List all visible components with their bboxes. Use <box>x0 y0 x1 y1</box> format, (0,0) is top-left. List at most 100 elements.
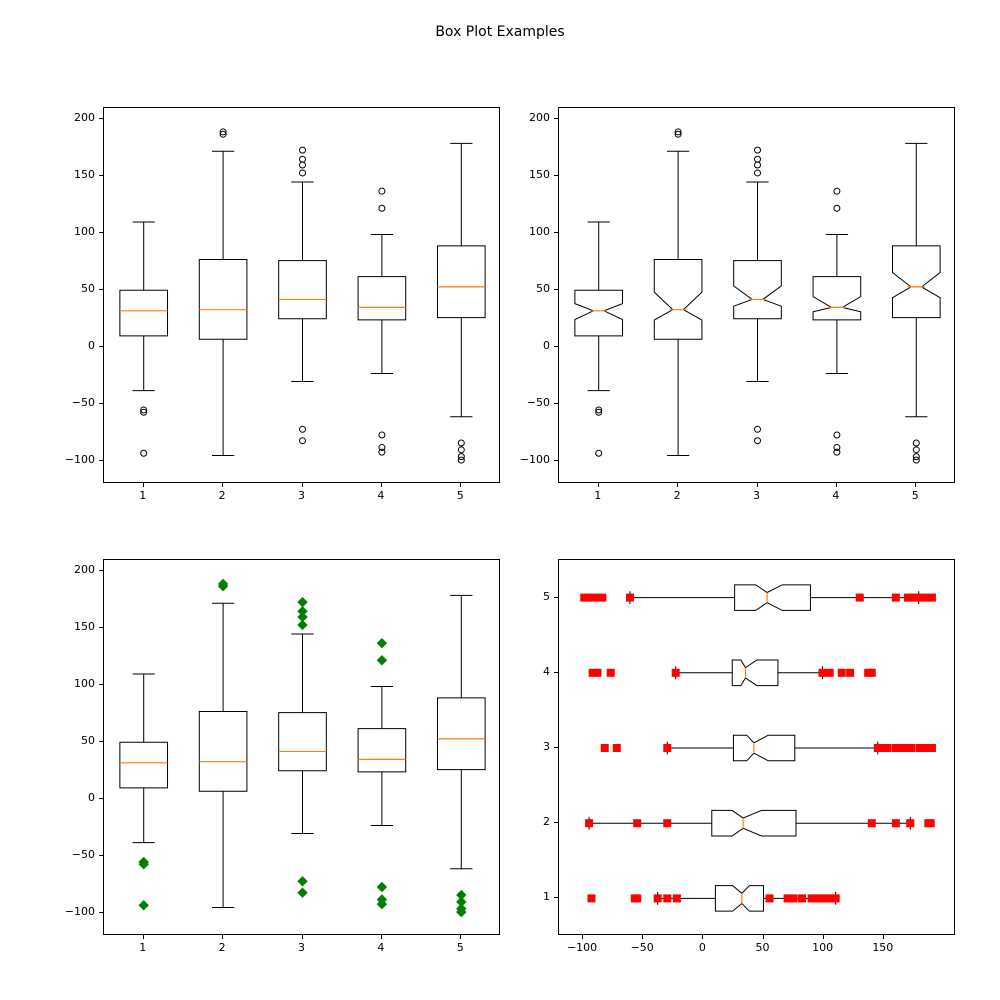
tick-label: 100 <box>490 225 550 238</box>
tick-label: 150 <box>35 620 95 633</box>
tick-label: 5 <box>430 941 490 954</box>
tick-mark <box>554 747 558 748</box>
tick-mark <box>915 483 916 487</box>
tick-mark <box>883 935 884 939</box>
panel-bottom-left <box>103 559 500 935</box>
tick-mark <box>598 483 599 487</box>
chart-svg <box>104 560 501 936</box>
chart-svg <box>559 560 956 936</box>
panel-bottom-right <box>558 559 955 935</box>
tick-mark <box>702 935 703 939</box>
tick-label: 200 <box>35 563 95 576</box>
tick-label: 3 <box>272 941 332 954</box>
tick-mark <box>460 935 461 939</box>
tick-label: −100 <box>490 453 550 466</box>
tick-label: 0 <box>672 941 732 954</box>
tick-mark <box>99 175 103 176</box>
tick-label: −100 <box>552 941 612 954</box>
tick-label: 5 <box>490 590 550 603</box>
tick-mark <box>554 289 558 290</box>
tick-mark <box>302 935 303 939</box>
figure-title: Box Plot Examples <box>0 24 1000 40</box>
tick-mark <box>554 460 558 461</box>
chart-svg <box>104 108 501 484</box>
tick-label: 100 <box>35 677 95 690</box>
panel-top-left <box>103 107 500 483</box>
tick-label: 150 <box>35 168 95 181</box>
tick-mark <box>99 684 103 685</box>
tick-mark <box>99 855 103 856</box>
tick-mark <box>642 935 643 939</box>
tick-label: 5 <box>430 489 490 502</box>
tick-label: 150 <box>853 941 913 954</box>
tick-mark <box>836 483 837 487</box>
tick-label: 2 <box>647 489 707 502</box>
tick-label: 150 <box>490 168 550 181</box>
tick-label: 4 <box>806 489 866 502</box>
tick-mark <box>143 935 144 939</box>
tick-label: 1 <box>113 489 173 502</box>
tick-label: −50 <box>490 396 550 409</box>
tick-label: 0 <box>490 339 550 352</box>
tick-label: 50 <box>35 734 95 747</box>
tick-mark <box>302 483 303 487</box>
tick-label: 4 <box>351 489 411 502</box>
tick-mark <box>99 912 103 913</box>
tick-mark <box>763 935 764 939</box>
tick-label: −50 <box>35 848 95 861</box>
tick-label: 3 <box>272 489 332 502</box>
tick-label: 50 <box>733 941 793 954</box>
tick-label: 2 <box>490 815 550 828</box>
tick-mark <box>554 672 558 673</box>
tick-mark <box>554 822 558 823</box>
tick-mark <box>381 483 382 487</box>
tick-label: 2 <box>192 941 252 954</box>
tick-mark <box>582 935 583 939</box>
tick-label: 3 <box>727 489 787 502</box>
tick-label: 1 <box>490 890 550 903</box>
tick-mark <box>99 460 103 461</box>
tick-label: −50 <box>35 396 95 409</box>
tick-label: 1 <box>113 941 173 954</box>
panel-top-right <box>558 107 955 483</box>
tick-label: 200 <box>490 111 550 124</box>
tick-label: 200 <box>35 111 95 124</box>
tick-mark <box>99 118 103 119</box>
tick-label: 4 <box>490 665 550 678</box>
tick-mark <box>554 597 558 598</box>
tick-mark <box>554 175 558 176</box>
tick-label: 50 <box>490 282 550 295</box>
tick-mark <box>554 118 558 119</box>
tick-mark <box>554 232 558 233</box>
tick-mark <box>99 232 103 233</box>
tick-mark <box>99 570 103 571</box>
tick-mark <box>460 483 461 487</box>
tick-mark <box>99 627 103 628</box>
tick-mark <box>757 483 758 487</box>
tick-label: 0 <box>35 791 95 804</box>
tick-label: −50 <box>612 941 672 954</box>
tick-mark <box>554 346 558 347</box>
tick-label: 100 <box>35 225 95 238</box>
tick-label: 100 <box>793 941 853 954</box>
tick-label: 3 <box>490 740 550 753</box>
tick-mark <box>222 483 223 487</box>
tick-label: 0 <box>35 339 95 352</box>
tick-label: 5 <box>885 489 945 502</box>
tick-label: 50 <box>35 282 95 295</box>
tick-mark <box>99 346 103 347</box>
tick-label: −100 <box>35 453 95 466</box>
tick-mark <box>99 289 103 290</box>
tick-mark <box>823 935 824 939</box>
tick-mark <box>554 403 558 404</box>
tick-mark <box>222 935 223 939</box>
tick-label: 1 <box>568 489 628 502</box>
tick-mark <box>381 935 382 939</box>
tick-mark <box>99 741 103 742</box>
tick-mark <box>677 483 678 487</box>
chart-svg <box>559 108 956 484</box>
tick-label: 2 <box>192 489 252 502</box>
tick-mark <box>99 798 103 799</box>
tick-label: −100 <box>35 905 95 918</box>
tick-label: 4 <box>351 941 411 954</box>
